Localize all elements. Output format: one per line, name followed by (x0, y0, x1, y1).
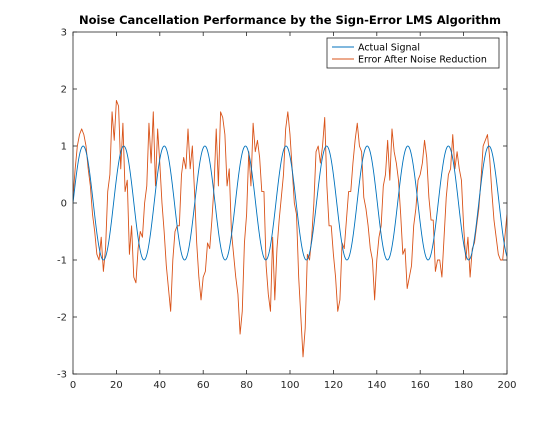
y-tick-label: 3 (61, 28, 67, 39)
x-tick-label: 0 (70, 380, 76, 391)
legend-entry: Actual Signal (358, 43, 420, 54)
x-tick-label: 140 (367, 380, 386, 391)
y-tick-label: -2 (57, 313, 67, 324)
y-tick-label: 2 (61, 85, 67, 96)
x-tick-label: 80 (240, 380, 253, 391)
y-axis: -3 -2 -1 0 1 2 3 (57, 28, 507, 381)
x-tick-label: 100 (280, 380, 299, 391)
series-line-actual-signal (73, 145, 507, 261)
x-tick-label: 160 (411, 380, 430, 391)
x-tick-label: 180 (454, 380, 473, 391)
plot-area (73, 32, 507, 374)
x-tick-label: 120 (324, 380, 343, 391)
y-tick-label: -1 (57, 256, 67, 267)
series-layer (73, 99, 507, 358)
x-tick-label: 40 (153, 380, 166, 391)
y-tick-label: 0 (61, 199, 67, 210)
series-line-error-after-noise-reduction (73, 99, 507, 358)
legend-box (326, 37, 500, 69)
x-tick-label: 20 (110, 380, 123, 391)
y-tick-label: 1 (61, 142, 67, 153)
x-tick-label: 200 (497, 380, 516, 391)
legend-entry: Error After Noise Reduction (358, 55, 487, 66)
chart-title: Noise Cancellation Performance by the Si… (79, 13, 501, 27)
x-axis: 0 20 40 60 80 100 120 140 160 180 200 (70, 32, 517, 391)
x-tick-label: 60 (197, 380, 210, 391)
y-tick-label: -3 (57, 370, 67, 381)
